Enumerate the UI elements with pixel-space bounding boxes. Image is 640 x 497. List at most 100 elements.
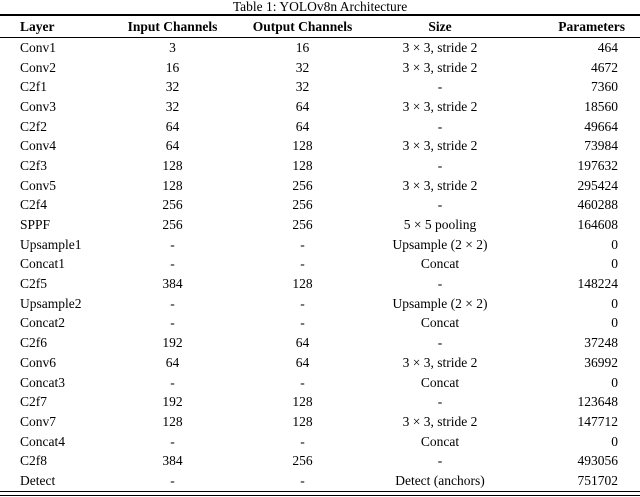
- cell-output-channels: 64: [295, 335, 310, 351]
- cell-parameters: 36992: [584, 354, 618, 370]
- table-body: Conv1 3 16 3 × 3, stride 2 464 Conv2 16 …: [0, 38, 640, 491]
- cell-size: Concat: [420, 256, 460, 272]
- cell-parameters: 123648: [577, 394, 619, 410]
- cell-size: -: [437, 453, 443, 469]
- cell-layer: Upsample1: [20, 236, 82, 252]
- cell-size: 3 × 3, stride 2: [402, 98, 478, 114]
- cell-size: 3 × 3, stride 2: [402, 177, 478, 193]
- cell-output-channels: 256: [292, 217, 313, 233]
- cell-input-channels: 128: [162, 157, 183, 173]
- cell-output-channels: 64: [295, 118, 310, 134]
- cell-layer: C2f1: [20, 79, 47, 95]
- cell-input-channels: 192: [162, 394, 183, 410]
- table-row: C2f2 64 64 - 49664: [0, 117, 640, 137]
- cell-layer: C2f5: [20, 276, 47, 292]
- cell-size: 3 × 3, stride 2: [402, 354, 478, 370]
- cell-layer: Conv6: [20, 354, 57, 370]
- cell-layer: C2f4: [20, 197, 47, 213]
- cell-size: -: [437, 335, 443, 351]
- cell-input-channels: -: [170, 236, 175, 252]
- cell-size: -: [437, 157, 443, 173]
- cell-output-channels: 64: [295, 354, 310, 370]
- table-row: Conv6 64 64 3 × 3, stride 2 36992: [0, 353, 640, 373]
- table-row: Concat4 - - Concat 0: [0, 432, 640, 452]
- cell-input-channels: 64: [165, 138, 180, 154]
- cell-layer: Detect: [20, 472, 56, 488]
- cell-parameters: 37248: [584, 335, 618, 351]
- cell-size: -: [437, 118, 443, 134]
- cell-input-channels: 384: [162, 453, 183, 469]
- cell-output-channels: 128: [292, 138, 313, 154]
- column-header-parameters: Parameters: [510, 14, 640, 38]
- cell-layer: SPPF: [20, 217, 51, 233]
- cell-input-channels: -: [170, 315, 175, 331]
- cell-size: -: [437, 79, 443, 95]
- cell-layer: C2f6: [20, 335, 47, 351]
- cell-output-channels: -: [300, 236, 305, 252]
- cell-layer: Conv4: [20, 138, 57, 154]
- cell-size: 3 × 3, stride 2: [402, 138, 478, 154]
- cell-output-channels: 32: [295, 79, 310, 95]
- cell-size: -: [437, 197, 443, 213]
- table-row: C2f3 128 128 - 197632: [0, 156, 640, 176]
- table-row: C2f8 384 256 - 493056: [0, 451, 640, 471]
- cell-layer: Upsample2: [20, 295, 82, 311]
- cell-layer: Concat4: [20, 433, 65, 449]
- cell-parameters: 0: [611, 315, 618, 331]
- cell-size: 5 × 5 pooling: [403, 217, 477, 233]
- table-row: Upsample2 - - Upsample (2 × 2) 0: [0, 294, 640, 314]
- cell-parameters: 0: [611, 295, 618, 311]
- cell-parameters: 295424: [577, 177, 619, 193]
- cell-size: Detect (anchors): [395, 472, 485, 488]
- table-row: Conv4 64 128 3 × 3, stride 2 73984: [0, 136, 640, 156]
- cell-layer: Conv5: [20, 177, 57, 193]
- cell-layer: Concat2: [20, 315, 65, 331]
- cell-layer: Conv1: [20, 39, 57, 55]
- cell-size: 3 × 3, stride 2: [402, 59, 478, 75]
- cell-parameters: 751702: [577, 472, 619, 488]
- cell-size: Upsample (2 × 2): [392, 295, 488, 311]
- cell-parameters: 460288: [577, 197, 619, 213]
- cell-parameters: 164608: [577, 217, 619, 233]
- table-row: C2f5 384 128 - 148224: [0, 274, 640, 294]
- table-row: C2f4 256 256 - 460288: [0, 196, 640, 216]
- cell-layer: Concat3: [20, 374, 65, 390]
- cell-parameters: 7360: [591, 79, 618, 95]
- cell-parameters: 0: [611, 256, 618, 272]
- cell-input-channels: 256: [162, 217, 183, 233]
- cell-parameters: 18560: [584, 98, 618, 114]
- cell-output-channels: 128: [292, 394, 313, 410]
- cell-size: -: [437, 276, 443, 292]
- cell-input-channels: -: [170, 374, 175, 390]
- cell-input-channels: 32: [165, 98, 180, 114]
- cell-layer: C2f7: [20, 394, 47, 410]
- cell-input-channels: 384: [162, 276, 183, 292]
- cell-layer: Conv3: [20, 98, 57, 114]
- column-header-output-channels: Output Channels: [235, 14, 370, 38]
- cell-output-channels: -: [300, 433, 305, 449]
- cell-parameters: 147712: [577, 413, 619, 429]
- column-header-size: Size: [370, 14, 510, 38]
- cell-parameters: 464: [597, 39, 618, 55]
- cell-parameters: 73984: [584, 138, 618, 154]
- cell-input-channels: 128: [162, 177, 183, 193]
- table-row: SPPF 256 256 5 × 5 pooling 164608: [0, 215, 640, 235]
- table-row: Concat1 - - Concat 0: [0, 255, 640, 275]
- cell-layer: Conv7: [20, 413, 57, 429]
- cell-input-channels: 3: [169, 39, 176, 55]
- cell-layer: C2f2: [20, 118, 47, 134]
- table-row: Conv3 32 64 3 × 3, stride 2 18560: [0, 97, 640, 117]
- cell-output-channels: -: [300, 315, 305, 331]
- table-caption: Table 1: YOLOv8n Architecture: [232, 0, 408, 14]
- table-row: Concat3 - - Concat 0: [0, 373, 640, 393]
- cell-size: Upsample (2 × 2): [392, 236, 488, 252]
- cell-output-channels: 128: [292, 276, 313, 292]
- cell-input-channels: 256: [162, 197, 183, 213]
- cell-input-channels: -: [170, 295, 175, 311]
- cell-layer: Concat1: [20, 256, 65, 272]
- table-row: Detect - - Detect (anchors) 751702: [0, 471, 640, 491]
- cell-input-channels: 32: [165, 79, 180, 95]
- cell-parameters: 197632: [577, 157, 619, 173]
- table-row: C2f6 192 64 - 37248: [0, 333, 640, 353]
- cell-size: 3 × 3, stride 2: [402, 39, 478, 55]
